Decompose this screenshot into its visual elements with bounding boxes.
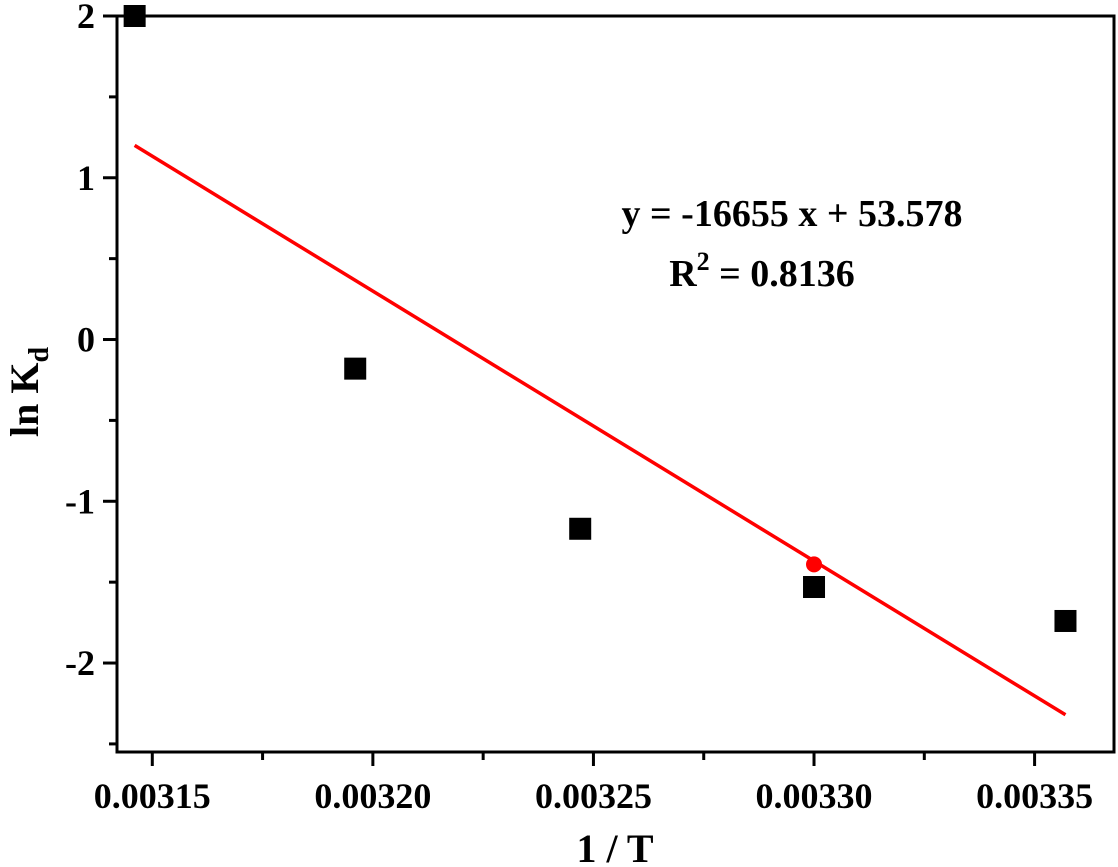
y-tick-label: -1 bbox=[65, 481, 95, 521]
axis-ticks bbox=[103, 14, 1037, 766]
plot-frame bbox=[115, 14, 1116, 754]
r-squared-superscript: 2 bbox=[697, 247, 710, 276]
y-tick-label: -2 bbox=[65, 643, 95, 683]
data-points-layer bbox=[123, 5, 1077, 632]
data-point-square bbox=[1054, 609, 1077, 632]
x-tick-label: 0.00315 bbox=[94, 776, 211, 816]
r-squared-label: R2 = 0.8136 bbox=[669, 247, 855, 295]
x-axis-title: 1 / T bbox=[576, 826, 653, 867]
fit-line bbox=[133, 143, 1067, 717]
x-tick-label: 0.00330 bbox=[756, 776, 873, 816]
r-squared-prefix: R bbox=[669, 253, 697, 295]
y-axis-title-subscript: d bbox=[24, 347, 55, 363]
fit-line-layer bbox=[133, 143, 1067, 717]
x-tick-label: 0.00325 bbox=[535, 776, 652, 816]
x-tick-label: 0.00335 bbox=[976, 776, 1093, 816]
x-tick-label: 0.00320 bbox=[314, 776, 431, 816]
y-axis-title: ln Kd bbox=[2, 347, 55, 437]
fit-equation: y = -16655 x + 53.578 bbox=[622, 193, 963, 235]
data-point-circle bbox=[806, 556, 823, 573]
y-tick-label: 0 bbox=[77, 320, 95, 360]
r-squared-suffix: = 0.8136 bbox=[710, 253, 855, 295]
data-point-square bbox=[569, 517, 592, 540]
data-point-square bbox=[803, 576, 826, 599]
tick-labels-layer: 0.00315 0.00320 0.00325 0.00330 0.00335 -2 -1 0… bbox=[65, 0, 1093, 816]
y-tick-label: 2 bbox=[77, 0, 95, 36]
y-tick-label: 1 bbox=[77, 158, 95, 198]
y-axis-title-main: ln K bbox=[2, 363, 47, 437]
data-point-square bbox=[123, 5, 146, 27]
data-point-square bbox=[344, 357, 367, 380]
